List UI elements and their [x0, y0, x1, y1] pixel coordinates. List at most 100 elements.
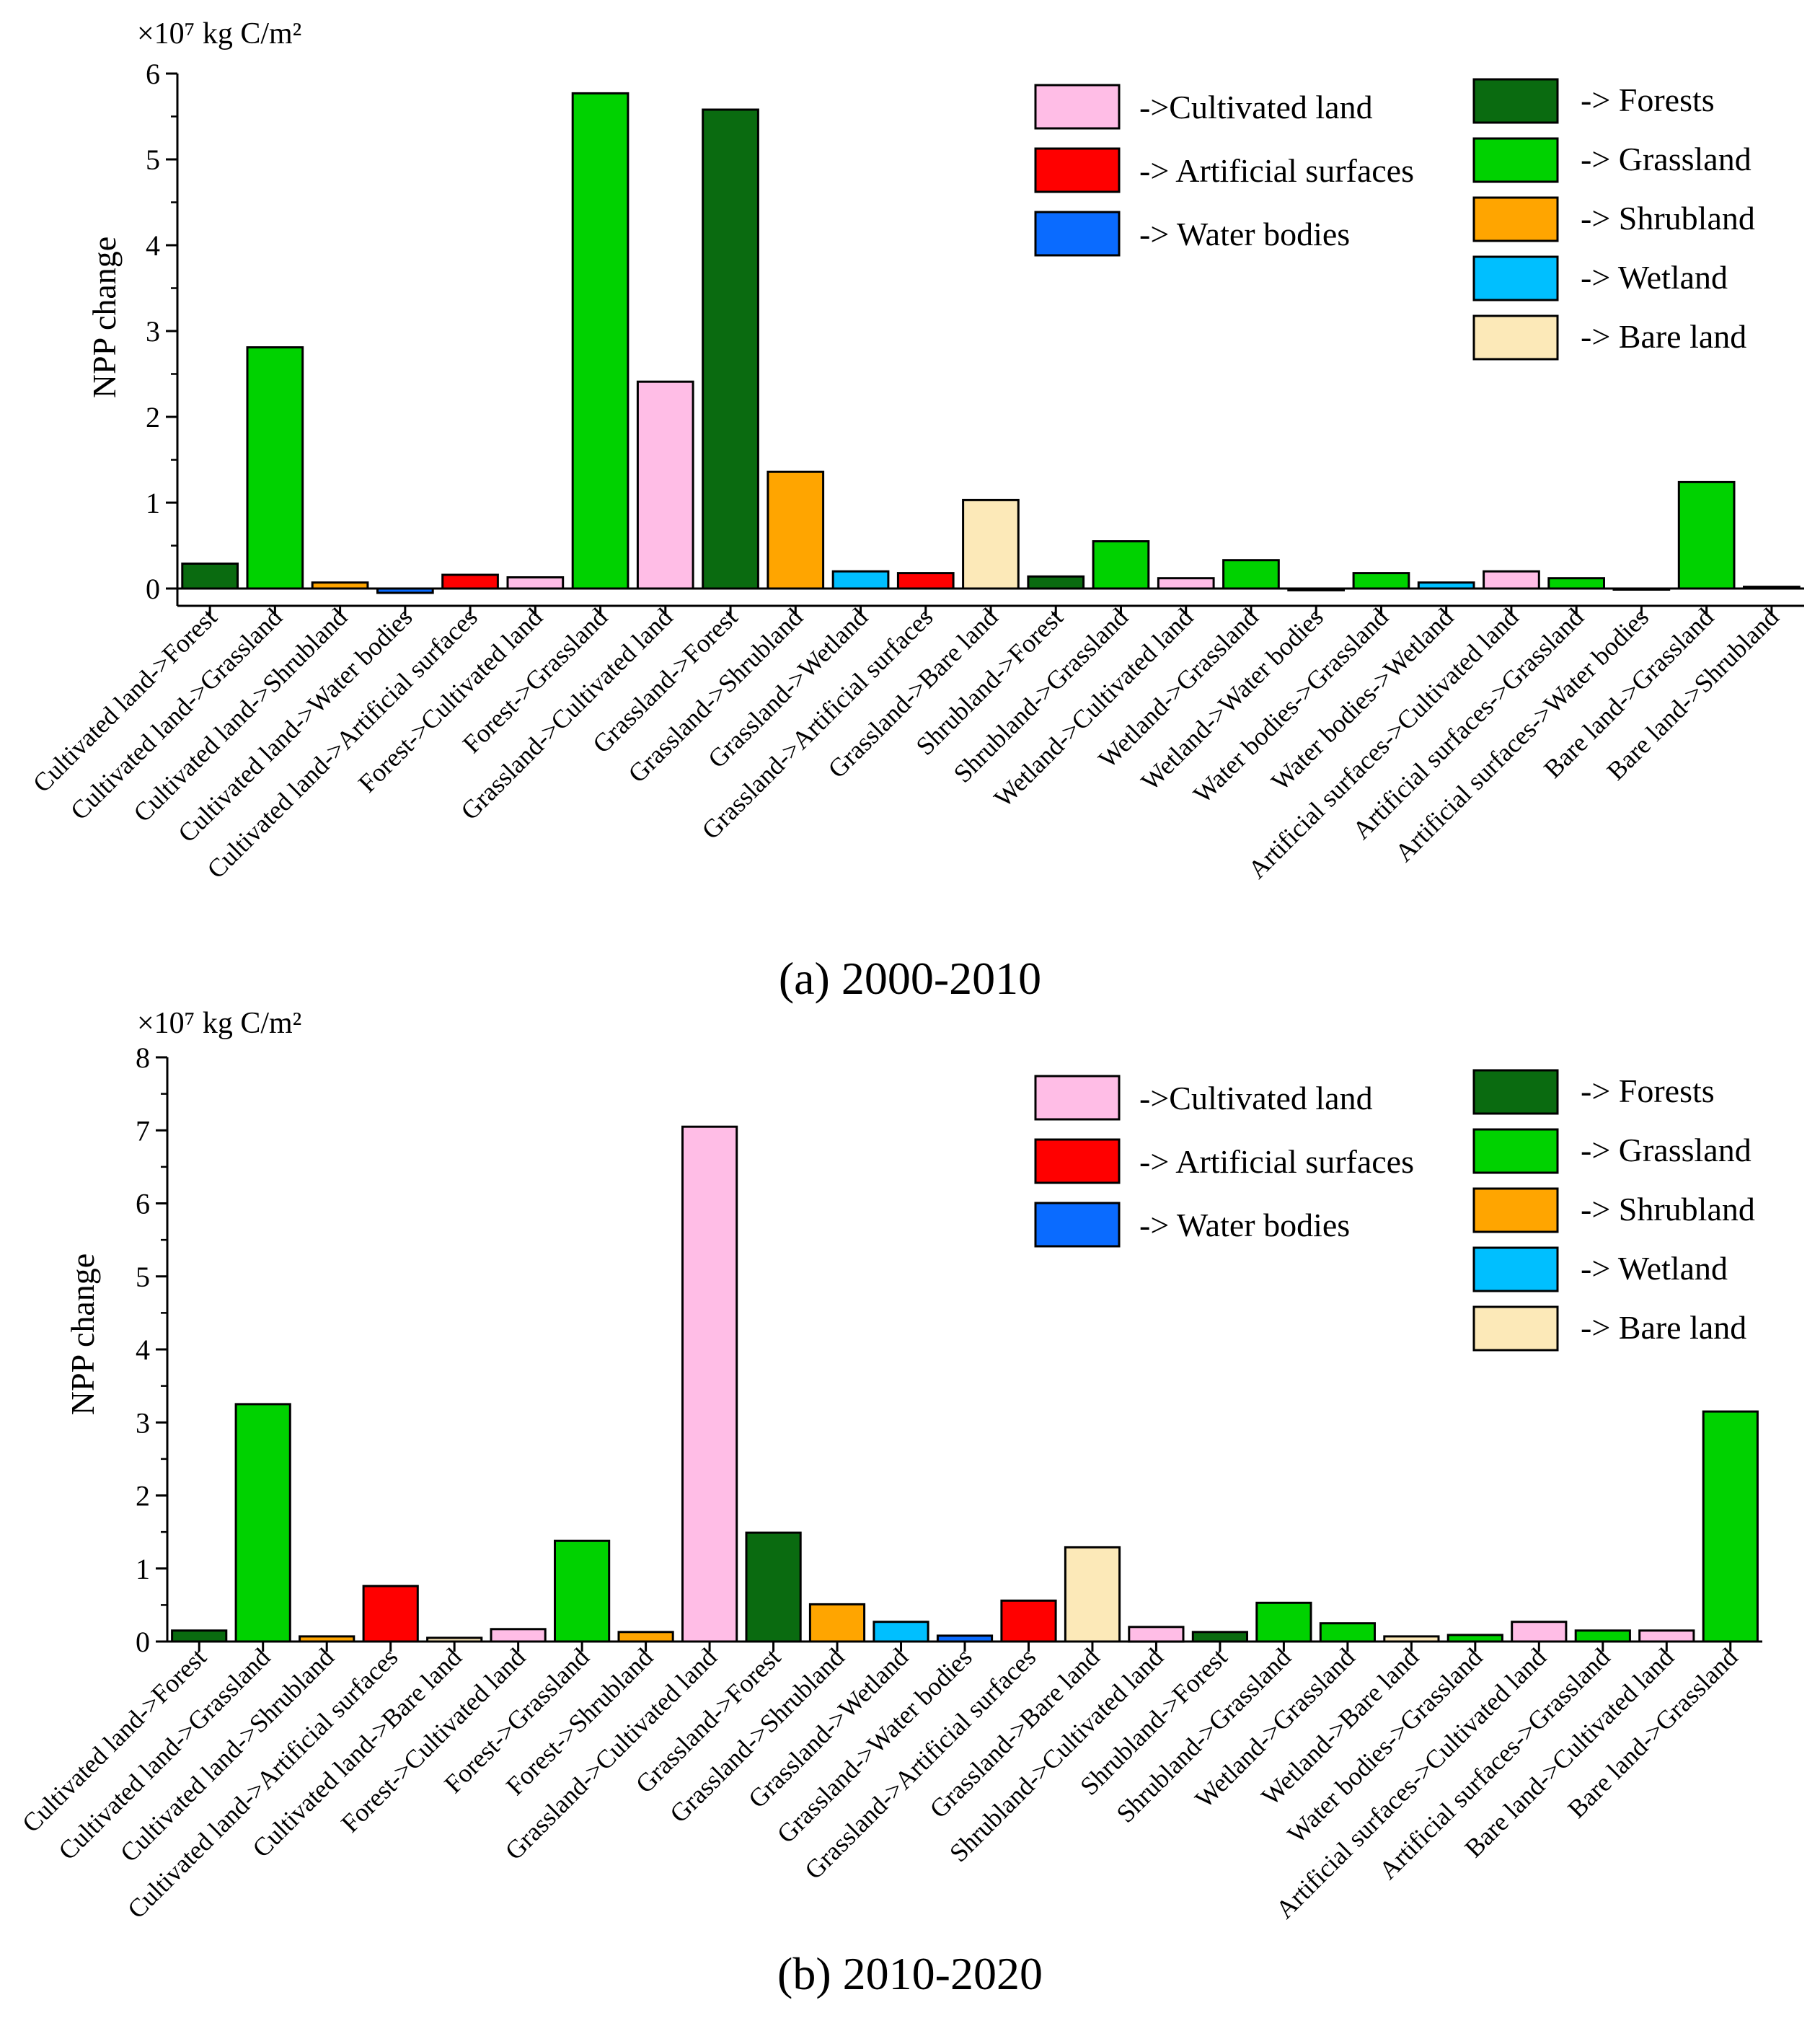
bar	[808, 1603, 866, 1643]
bar	[636, 380, 694, 590]
legend-swatch	[1034, 211, 1121, 257]
bar-group	[181, 92, 1801, 594]
legend-swatch	[1472, 1128, 1559, 1174]
legend-swatch	[1472, 255, 1559, 301]
y-tick-label: 2	[136, 1480, 150, 1512]
bar	[441, 573, 499, 590]
bar	[1027, 575, 1085, 590]
bar	[1319, 1622, 1377, 1643]
y-tick-label: 0	[136, 1626, 150, 1658]
legend-label: -> Grassland	[1581, 141, 1751, 177]
y-tick-label: 7	[136, 1114, 150, 1147]
bar	[617, 1631, 674, 1643]
legend-label: -> Forests	[1581, 1072, 1715, 1109]
legend-label: ->Cultivated land	[1139, 1080, 1373, 1116]
legend-label: -> Grassland	[1581, 1132, 1751, 1168]
legend-swatch	[1472, 196, 1559, 242]
bar	[554, 1539, 611, 1643]
chart-panel-b: ×10⁷ kg C/m² NPP change 0 1 2 3 4 5 6 7 8 Cultiv…	[17, 1007, 1762, 1999]
bar	[571, 92, 630, 590]
legend-swatch	[1472, 78, 1559, 124]
bar-group	[171, 1125, 1759, 1643]
bar	[1255, 1601, 1312, 1643]
bar	[362, 1585, 419, 1643]
bar	[1000, 1599, 1057, 1643]
legend-right: -> Forests -> Grassland -> Shrubland -> Wet…	[1472, 78, 1755, 361]
y-axis-label: NPP change	[64, 1253, 101, 1415]
y-axis-label: NPP change	[86, 237, 123, 398]
bar	[1157, 577, 1215, 590]
unit-label: ×10⁷ kg C/m²	[137, 17, 301, 50]
legend-label: -> Wetland	[1581, 259, 1728, 296]
legend-label: -> Artificial surfaces	[1139, 152, 1414, 189]
bar	[490, 1628, 547, 1643]
y-ticks: 0 1 2 3 4 5 6 7 8	[136, 1041, 167, 1658]
legend-swatch	[1472, 314, 1559, 361]
bar	[831, 570, 890, 590]
legend-label: -> Artificial surfaces	[1139, 1143, 1414, 1180]
bar	[506, 576, 565, 590]
y-tick-label: 4	[136, 1334, 150, 1366]
unit-label: ×10⁷ kg C/m²	[137, 1007, 301, 1040]
chart-caption: (a) 2000-2010	[779, 953, 1041, 1004]
bar	[873, 1621, 929, 1643]
legend-swatch	[1472, 1069, 1559, 1115]
bar	[1483, 570, 1540, 590]
y-tick-label: 3	[146, 315, 160, 348]
y-tick-label: 5	[146, 144, 160, 176]
y-tick-label: 6	[146, 58, 160, 90]
bar	[246, 346, 304, 590]
bar	[1128, 1626, 1185, 1643]
bar	[1511, 1621, 1568, 1643]
chart-caption: (b) 2010-2020	[777, 1948, 1043, 1999]
y-tick-label: 0	[146, 573, 160, 605]
legend-swatch	[1034, 1138, 1121, 1184]
bar	[767, 470, 825, 590]
bar	[1092, 540, 1150, 590]
bar	[1547, 577, 1606, 590]
axes	[166, 1057, 1762, 1652]
y-ticks: 0 1 2 3 4 5 6	[146, 58, 177, 605]
bar	[702, 108, 759, 590]
legend-swatch	[1472, 1305, 1559, 1352]
legend-swatch	[1034, 84, 1121, 130]
bar	[171, 1629, 228, 1643]
bar	[1677, 480, 1736, 590]
y-tick-label: 2	[146, 401, 160, 433]
legend-swatch	[1034, 1202, 1121, 1248]
bar	[181, 563, 239, 590]
bar	[1222, 559, 1280, 590]
bar	[962, 498, 1020, 590]
legend-label: -> Water bodies	[1139, 1207, 1350, 1243]
legend-label: -> Water bodies	[1139, 216, 1350, 252]
legend-right: -> Forests -> Grassland -> Shrubland -> Wet…	[1472, 1069, 1755, 1352]
y-tick-label: 1	[136, 1553, 150, 1585]
y-tick-label: 1	[146, 487, 160, 519]
bar	[745, 1531, 802, 1643]
bar	[1352, 572, 1410, 590]
legend-label: -> Bare land	[1581, 318, 1746, 355]
y-tick-label: 8	[136, 1041, 150, 1074]
bar	[896, 572, 955, 590]
legend-label: -> Bare land	[1581, 1309, 1746, 1346]
legend-swatch	[1472, 1187, 1559, 1233]
bar	[681, 1125, 738, 1643]
legend-label: -> Shrubland	[1581, 1191, 1755, 1228]
legend-label: -> Shrubland	[1581, 200, 1755, 237]
legend-swatch	[1034, 147, 1121, 193]
legend-left: ->Cultivated land -> Artificial surfaces -…	[1034, 84, 1414, 257]
legend-left: ->Cultivated land -> Artificial surfaces -…	[1034, 1075, 1414, 1248]
bar	[1638, 1629, 1695, 1643]
legend-swatch	[1472, 137, 1559, 183]
bar	[1191, 1631, 1249, 1643]
legend-swatch	[1472, 1246, 1559, 1292]
y-tick-label: 5	[136, 1261, 150, 1293]
chart-panel-a: ×10⁷ kg C/m² NPP change 0 1 2 3 4 5 6 Cultivat…	[27, 17, 1804, 1004]
legend-label: ->Cultivated land	[1139, 89, 1373, 125]
bar	[234, 1403, 291, 1643]
legend-label: -> Wetland	[1581, 1250, 1728, 1287]
bar	[1064, 1546, 1121, 1643]
